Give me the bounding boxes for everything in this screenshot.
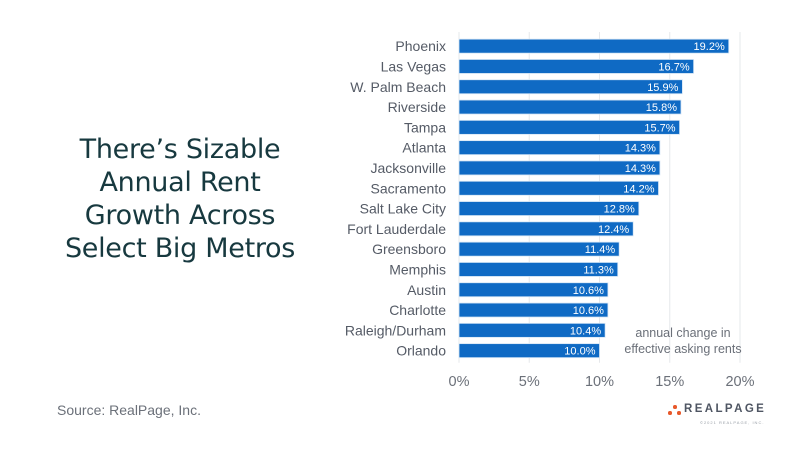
category-label: Jacksonville	[371, 160, 447, 176]
logo-copyright: ©2021 REALPAGE, INC.	[700, 420, 765, 425]
bar	[458, 221, 634, 237]
bar	[458, 140, 661, 156]
data-label: 15.8%	[646, 102, 677, 114]
x-tick-label: 15%	[655, 374, 684, 390]
x-tick-label: 5%	[519, 374, 540, 390]
chart-title: There’s Sizable Annual Rent Growth Acros…	[50, 133, 310, 265]
chart-annotation: annual change in	[635, 326, 730, 340]
category-label: Greensboro	[372, 241, 446, 257]
bar	[458, 180, 659, 196]
data-label: 19.2%	[694, 41, 725, 53]
bar	[458, 343, 600, 359]
category-label: Phoenix	[395, 38, 446, 54]
category-label: Orlando	[396, 343, 446, 359]
category-label: Salt Lake City	[360, 201, 446, 217]
category-label: Raleigh/Durham	[345, 322, 446, 338]
bar	[458, 160, 661, 176]
bar	[458, 99, 682, 115]
data-label: 12.4%	[598, 224, 629, 236]
data-label: 10.6%	[573, 305, 604, 317]
category-label: Atlanta	[402, 140, 446, 156]
data-label: 12.8%	[604, 204, 635, 216]
category-label: Memphis	[389, 261, 446, 277]
data-label: 10.6%	[573, 285, 604, 297]
chart-annotation: effective asking rents	[624, 342, 741, 356]
bar	[458, 38, 730, 54]
title-line: Select Big Metros	[64, 233, 296, 264]
data-label: 14.2%	[623, 183, 654, 195]
category-label: W. Palm Beach	[350, 79, 446, 95]
bar	[458, 322, 606, 338]
bar	[458, 262, 619, 277]
logo-dots-icon	[668, 404, 682, 416]
x-tick-label: 0%	[449, 374, 470, 390]
x-tick-label: 20%	[725, 374, 754, 390]
source-note: Source: RealPage, Inc.	[57, 402, 201, 418]
category-label: Sacramento	[371, 180, 447, 196]
data-label: 11.3%	[583, 264, 614, 276]
logo-wordmark: REALPAGE	[684, 403, 767, 415]
bar	[458, 302, 609, 318]
data-label: 16.7%	[658, 61, 689, 73]
data-label: 10.4%	[570, 325, 601, 337]
category-label: Las Vegas	[381, 58, 446, 74]
category-label: Fort Lauderdale	[347, 221, 446, 237]
bar	[458, 119, 680, 135]
title-line: Annual Rent	[99, 167, 261, 198]
data-label: 15.7%	[644, 122, 675, 134]
bar	[458, 201, 640, 216]
data-label: 14.3%	[625, 143, 656, 155]
bar	[458, 79, 683, 95]
data-label: 15.9%	[647, 82, 678, 94]
data-label: 11.4%	[585, 244, 616, 256]
bar	[458, 59, 695, 74]
category-label: Austin	[407, 282, 446, 298]
category-label: Charlotte	[389, 302, 446, 318]
bar	[458, 241, 620, 257]
category-label: Riverside	[388, 99, 447, 115]
x-tick-label: 10%	[585, 374, 614, 390]
title-line: There’s Sizable	[79, 134, 281, 165]
data-label: 10.0%	[564, 346, 595, 358]
category-label: Tampa	[404, 119, 446, 135]
bar	[458, 282, 609, 298]
title-line: Growth Across	[84, 200, 276, 231]
data-label: 14.3%	[625, 163, 656, 175]
